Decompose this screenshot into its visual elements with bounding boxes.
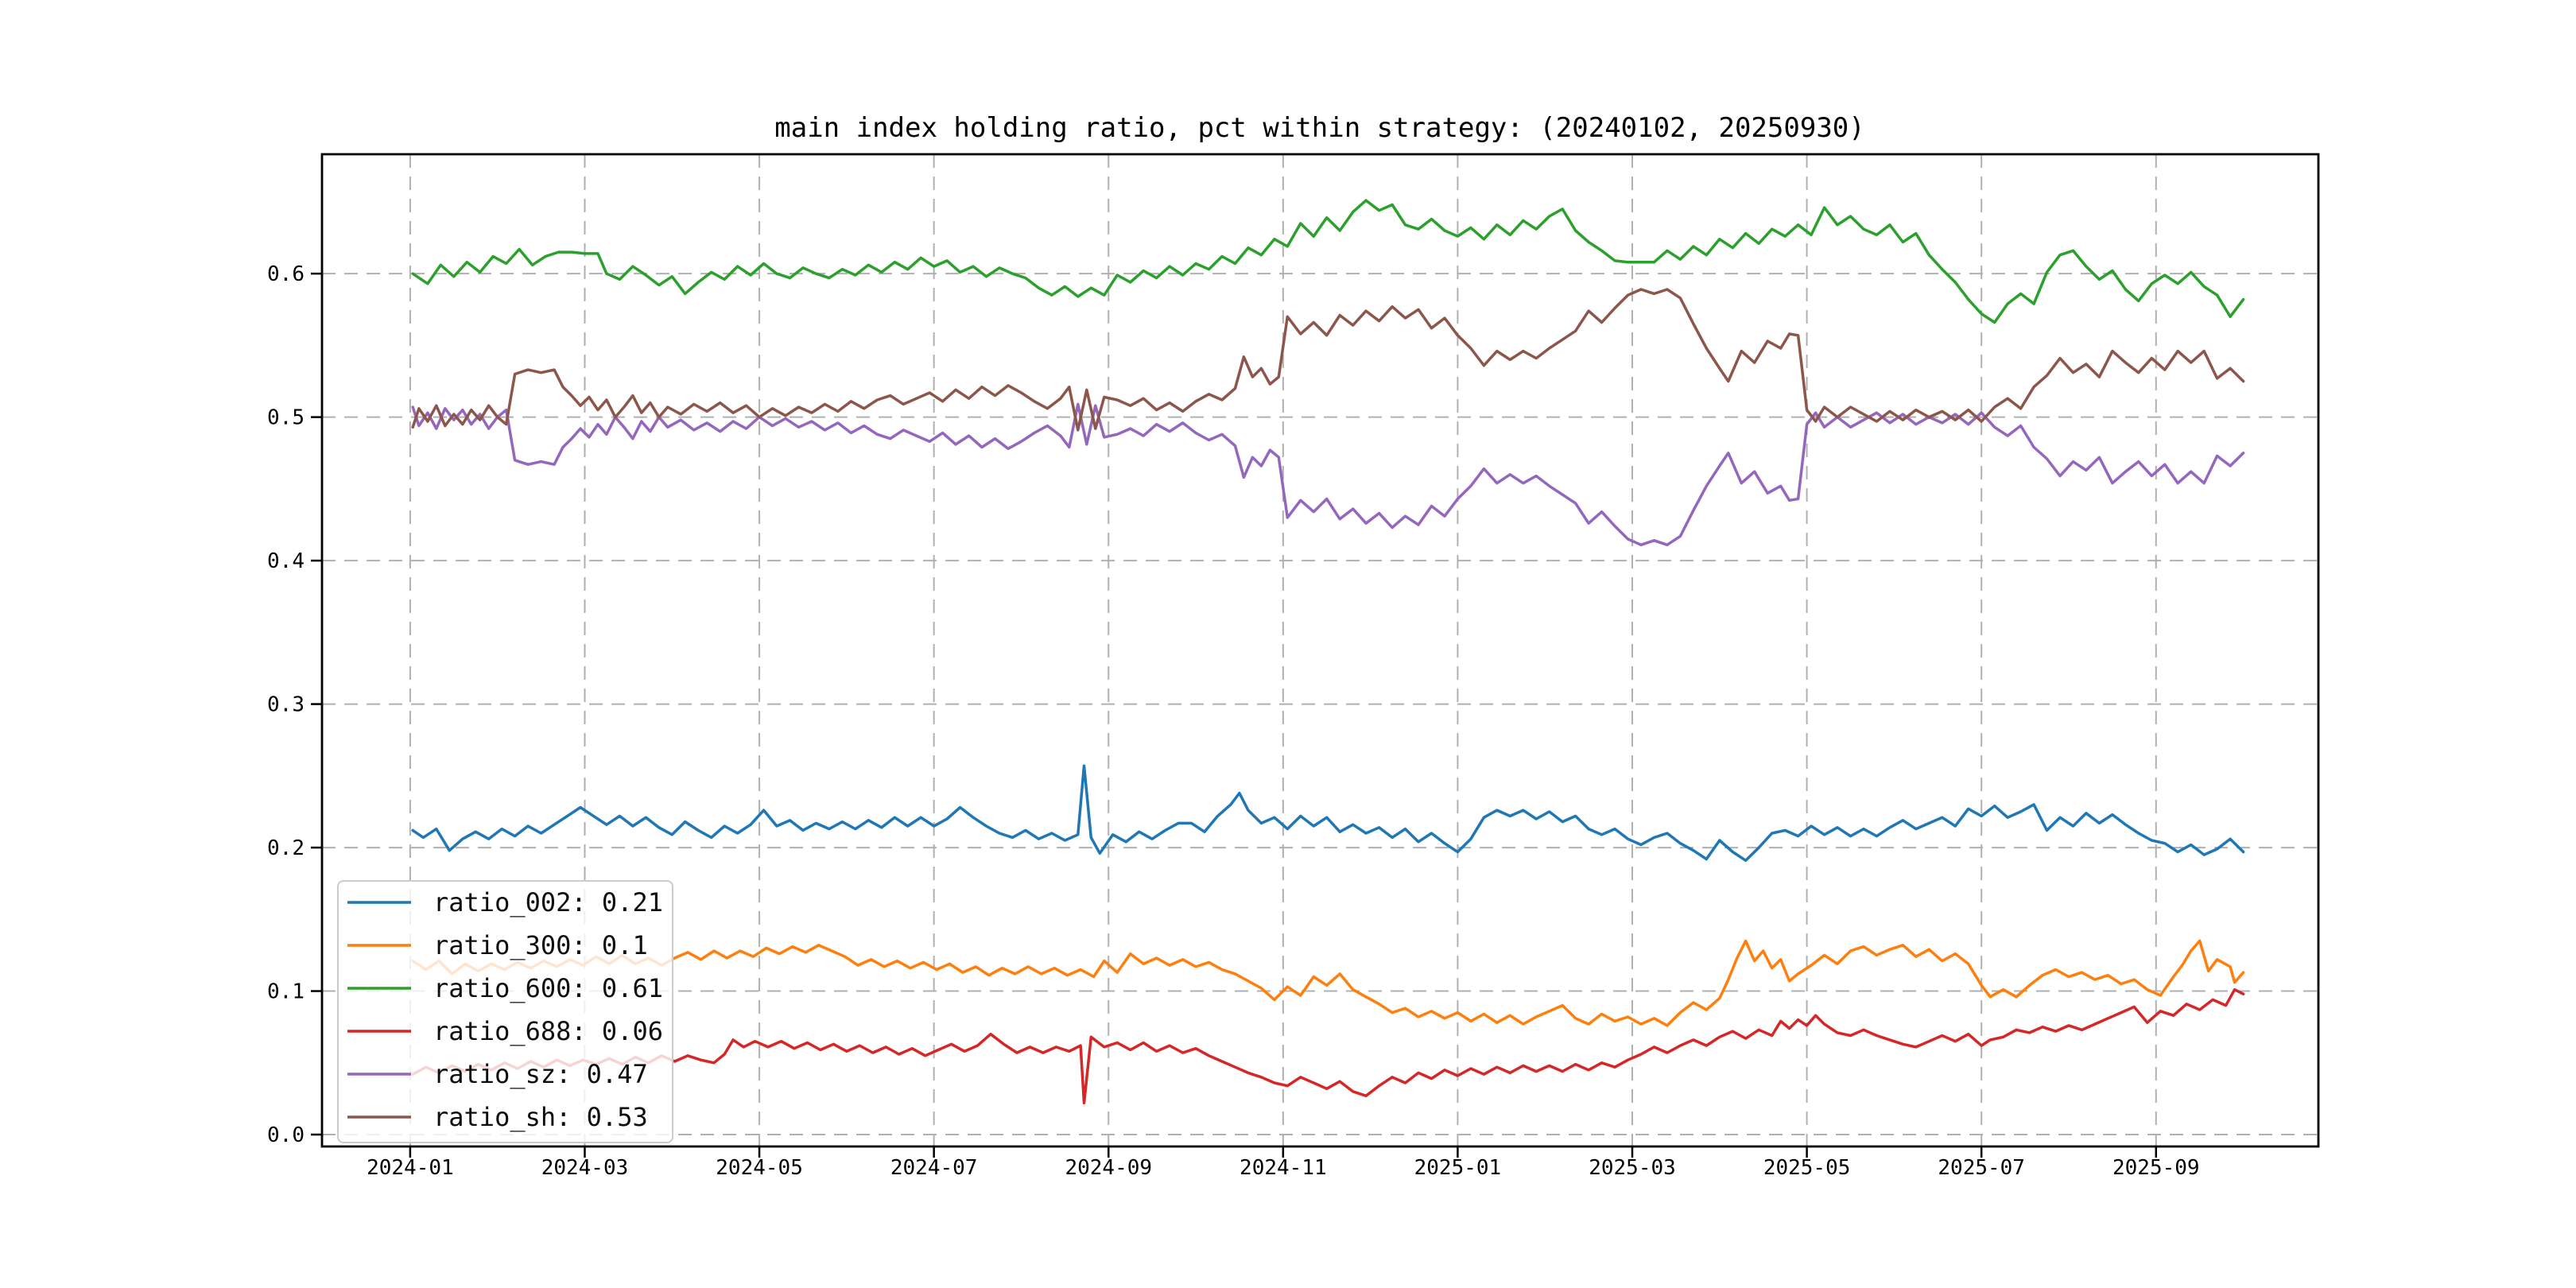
- x-tick-label: 2025-03: [1589, 1156, 1676, 1180]
- x-tick-label: 2024-11: [1240, 1156, 1327, 1180]
- legend-label-ratio_688: ratio_688: 0.06: [433, 1016, 663, 1046]
- x-tick-label: 2025-07: [1938, 1156, 2025, 1180]
- series-line-ratio_600: [411, 199, 2245, 324]
- x-tick-label: 2024-07: [890, 1156, 978, 1180]
- x-tick-label: 2024-09: [1065, 1156, 1152, 1180]
- series-layer: [411, 199, 2245, 1105]
- legend-row: ratio_300: 0.1: [347, 930, 648, 960]
- x-tick-label: 2024-05: [716, 1156, 803, 1180]
- legend-label-ratio_300: ratio_300: 0.1: [433, 930, 648, 960]
- legend-box: [337, 880, 673, 1143]
- plot-border: [320, 153, 2320, 1148]
- legend-row: ratio_sh: 0.53: [347, 1102, 648, 1132]
- chart-title: main index holding ratio, pct within str…: [774, 112, 1864, 144]
- legend-label-ratio_sh: ratio_sh: 0.53: [433, 1102, 648, 1132]
- y-tick-label: 0.2: [267, 836, 305, 860]
- series-line-ratio_sh: [411, 288, 2245, 432]
- x-tick-label: 2024-01: [367, 1156, 454, 1180]
- legend-row: ratio_sz: 0.47: [347, 1059, 648, 1089]
- x-tick-label: 2025-01: [1414, 1156, 1502, 1180]
- x-tick-label: 2025-05: [1763, 1156, 1851, 1180]
- y-tick-label: 0.6: [267, 262, 305, 286]
- legend-label-ratio_600: ratio_600: 0.61: [433, 973, 663, 1003]
- x-tick-label: 2024-03: [541, 1156, 629, 1180]
- series-line-ratio_300: [411, 939, 2245, 1027]
- x-tick-label: 2025-09: [2112, 1156, 2200, 1180]
- legend-label-ratio_002: ratio_002: 0.21: [433, 887, 663, 918]
- grid-layer: [322, 154, 2318, 1146]
- legend-row: ratio_600: 0.61: [347, 973, 663, 1003]
- y-tick-label: 0.1: [267, 980, 305, 1004]
- y-tick-label: 0.0: [267, 1123, 305, 1147]
- y-tick-label: 0.3: [267, 693, 305, 717]
- legend-row: ratio_002: 0.21: [347, 887, 663, 918]
- legend-row: ratio_688: 0.06: [347, 1016, 663, 1046]
- series-line-ratio_688: [411, 987, 2245, 1105]
- legend-label-ratio_sz: ratio_sz: 0.47: [433, 1059, 648, 1089]
- series-line-ratio_002: [411, 764, 2245, 863]
- y-tick-label: 0.4: [267, 549, 305, 573]
- legend: ratio_002: 0.21 ratio_300: 0.1 ratio_600…: [337, 880, 673, 1143]
- y-tick-label: 0.5: [267, 406, 305, 430]
- axis-tick-layer: 2024-01 2024-03 2024-05 2024-07 2024-09 2024-…: [267, 262, 2200, 1180]
